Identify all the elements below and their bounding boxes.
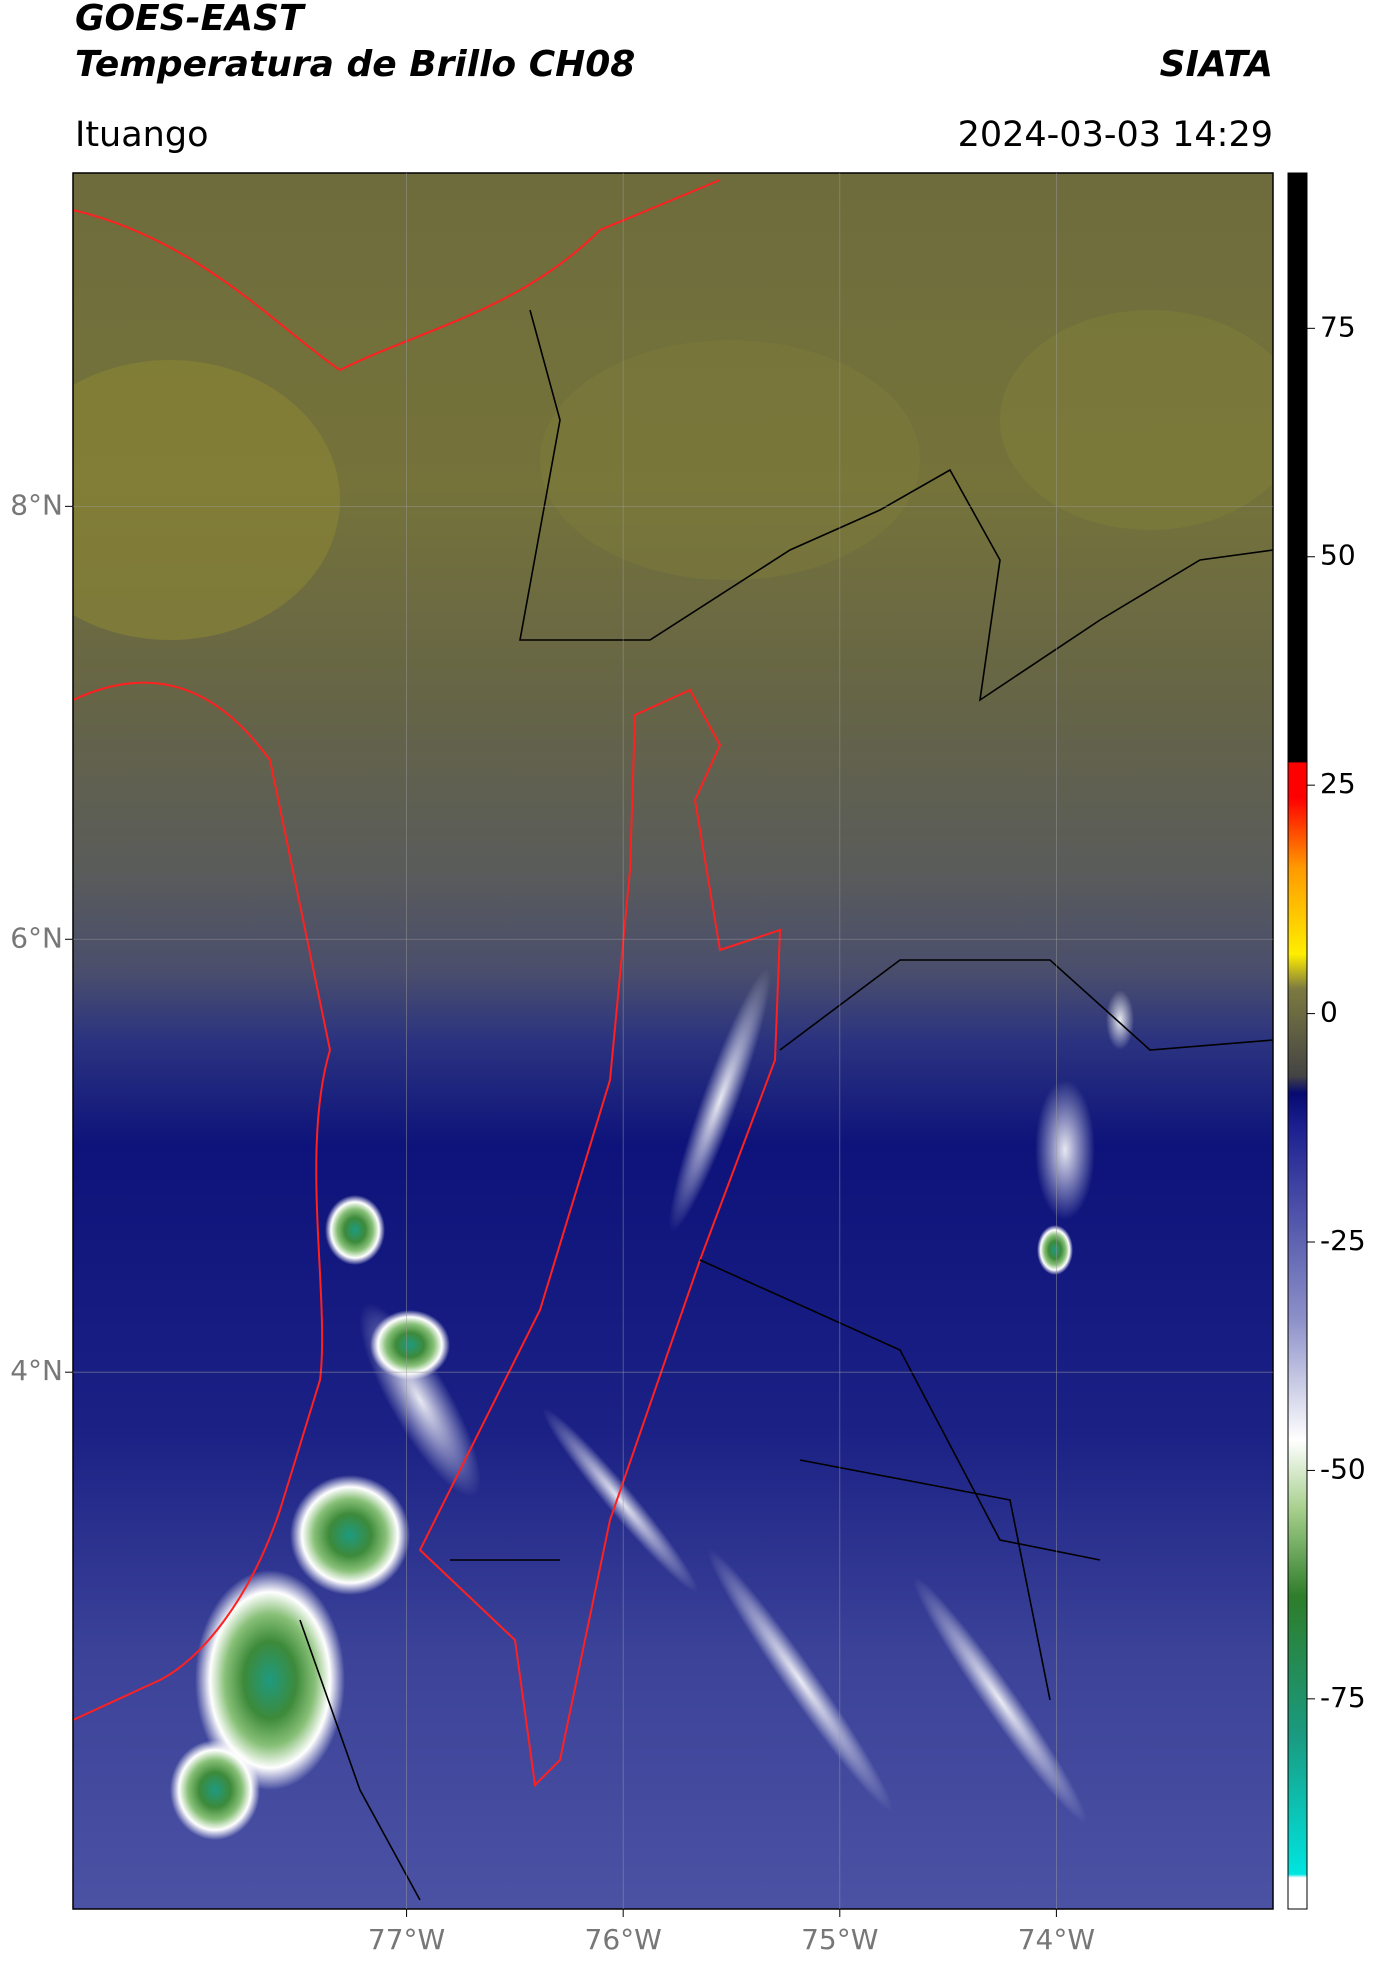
x-tick-label: 74°W <box>1018 1923 1095 1956</box>
map-frame <box>72 172 1274 1910</box>
colorbar-label: -75 <box>1320 1681 1366 1714</box>
colorbar-label: 50 <box>1320 539 1356 572</box>
y-tick-label: 8°N <box>10 488 63 521</box>
y-tick-label: 6°N <box>10 921 63 954</box>
colorbar-label: 0 <box>1320 996 1338 1029</box>
x-tick-label: 75°W <box>801 1923 878 1956</box>
colorbar-label: 25 <box>1320 767 1356 800</box>
colorbar-label: -50 <box>1320 1452 1366 1485</box>
x-tick-label: 77°W <box>368 1923 445 1956</box>
x-tick-label: 76°W <box>585 1923 662 1956</box>
colorbar-label: -25 <box>1320 1224 1366 1257</box>
datetime: 2024-03-03 14:29 <box>958 115 1273 155</box>
colorbar-label: 75 <box>1320 310 1356 343</box>
y-tick-label: 4°N <box>10 1354 63 1387</box>
location: Ituango <box>75 115 209 155</box>
subtitle: Temperatura de Brillo CH08 <box>75 44 635 85</box>
source: SIATA <box>1160 44 1273 85</box>
colorbar <box>1287 172 1308 1910</box>
title: GOES-EAST <box>75 0 306 39</box>
map-image <box>73 173 1273 1909</box>
